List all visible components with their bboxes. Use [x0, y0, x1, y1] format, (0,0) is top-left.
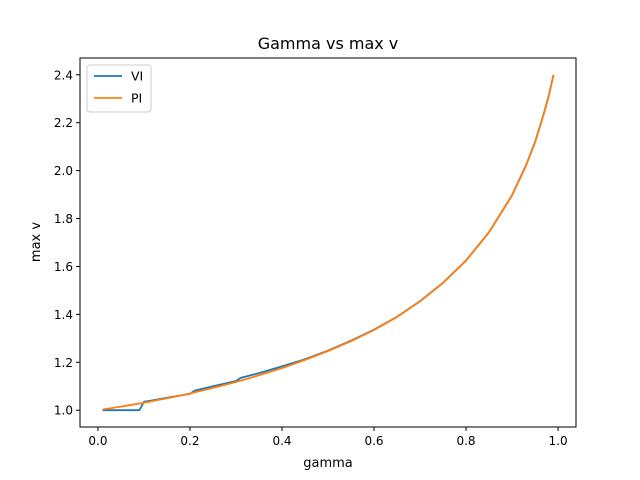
- y-tick-label: 1.0: [54, 404, 73, 418]
- legend-label-vi: VI: [131, 69, 143, 84]
- y-tick-label: 2.2: [54, 116, 73, 130]
- y-tick-label: 2.0: [54, 164, 73, 178]
- chart-title: Gamma vs max v: [258, 34, 399, 53]
- y-tick-label: 1.4: [54, 308, 73, 322]
- x-tick-label: 1.0: [549, 434, 568, 448]
- legend: VI PI: [86, 64, 152, 113]
- y-tick-label: 1.2: [54, 356, 73, 370]
- y-axis-label: max v: [29, 222, 44, 262]
- x-axis: 0.0 0.2 0.4 0.6 0.8 1.0: [88, 427, 568, 448]
- x-tick-label: 0.4: [272, 434, 291, 448]
- series-line-pi: [102, 74, 555, 411]
- series-lines: [102, 74, 555, 412]
- y-axis: 1.0 1.2 1.4 1.6 1.8 2.0 2.2 2.4: [54, 68, 80, 418]
- x-axis-label: gamma: [303, 456, 353, 471]
- y-tick-label: 2.4: [54, 68, 73, 82]
- y-tick-label: 1.8: [54, 212, 73, 226]
- x-tick-label: 0.6: [364, 434, 383, 448]
- plot-frame: [79, 57, 577, 428]
- plot-area: [79, 57, 577, 428]
- legend-label-pi: PI: [131, 91, 142, 106]
- x-tick-label: 0.2: [180, 434, 199, 448]
- y-tick-label: 1.6: [54, 260, 73, 274]
- x-tick-label: 0.8: [456, 434, 475, 448]
- x-tick-label: 0.0: [88, 434, 107, 448]
